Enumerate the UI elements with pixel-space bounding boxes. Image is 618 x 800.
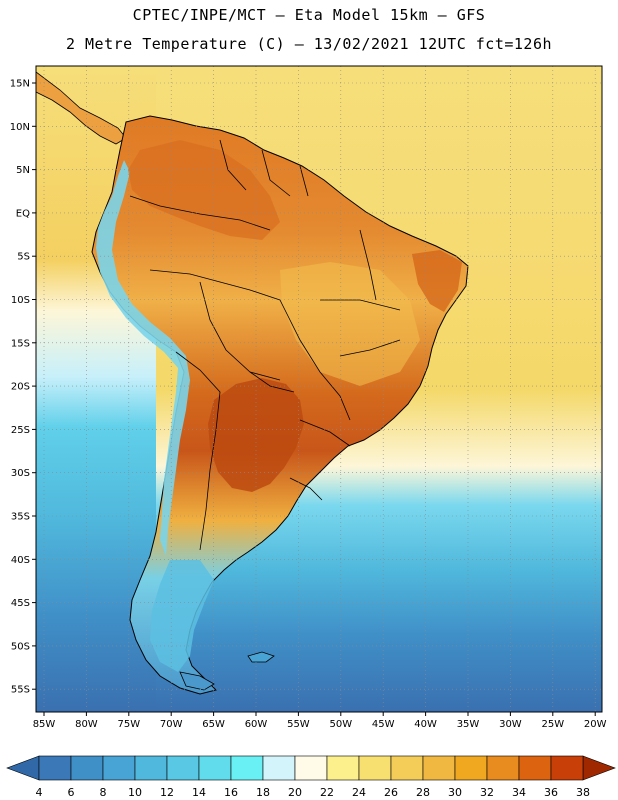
colorbar-swatch — [454, 755, 488, 781]
colorbar-high-arrow — [582, 755, 616, 781]
lon-tick-label: 20W — [584, 719, 607, 730]
colorbar-swatch — [198, 755, 232, 781]
colorbar-swatch — [134, 755, 168, 781]
colorbar-label: 38 — [576, 786, 590, 799]
colorbar: 4 6 8 10 12 14 16 18 20 22 24 26 28 30 32 34 36 38 — [6, 755, 616, 799]
central-america — [36, 71, 127, 145]
cool-zone-patagonia — [150, 560, 214, 672]
lon-tick-label: 65W — [202, 719, 225, 730]
lon-tick-label: 85W — [33, 719, 56, 730]
map-title-line2: 2 Metre Temperature (C) – 13/02/2021 12U… — [65, 35, 553, 53]
lon-tick-label: 55W — [287, 719, 310, 730]
lat-tick-label: 25S — [11, 425, 30, 436]
colorbar-swatch — [518, 755, 552, 781]
latitude-axis: 15N 10N 5N EQ 5S 10S 15S 20S 25S 30S 35S 40S 45S 50S 5… — [10, 79, 36, 696]
lat-tick-label: 30S — [11, 468, 30, 479]
lat-tick-label: 40S — [11, 555, 30, 566]
lat-tick-label: 20S — [11, 382, 30, 393]
colorbar-swatch — [70, 755, 104, 781]
colorbar-swatch — [326, 755, 360, 781]
longitude-axis: 85W 80W 75W 70W 65W 60W 55W 50W 45W 40W 35W 30W 25W 2… — [33, 712, 607, 730]
lat-tick-label: 15N — [10, 79, 30, 90]
map-title-line1: CPTEC/INPE/MCT – Eta Model 15km – GFS — [132, 6, 486, 24]
colorbar-label: 22 — [320, 786, 334, 799]
colorbar-label: 16 — [224, 786, 238, 799]
lon-tick-label: 50W — [329, 719, 352, 730]
colorbar-label: 12 — [160, 786, 174, 799]
colorbar-swatch — [422, 755, 456, 781]
colorbar-label: 14 — [192, 786, 206, 799]
colorbar-swatch — [294, 755, 328, 781]
colorbar-swatch — [102, 755, 136, 781]
colorbar-swatch — [358, 755, 392, 781]
lat-tick-label: 15S — [11, 338, 30, 349]
colorbar-label: 20 — [288, 786, 302, 799]
falkland-islands — [247, 651, 275, 663]
lat-tick-label: 10N — [10, 122, 30, 133]
hot-zone-northeast-brazil — [412, 250, 462, 312]
lon-tick-label: 70W — [160, 719, 183, 730]
warm-zone-east-brazil — [280, 262, 420, 386]
colorbar-label: 34 — [512, 786, 526, 799]
lon-tick-label: 35W — [457, 719, 480, 730]
plot-frame — [35, 65, 603, 713]
colorbar-swatch — [390, 755, 424, 781]
colorbar-label: 8 — [100, 786, 107, 799]
lat-tick-label: 50S — [11, 641, 30, 652]
colorbar-label: 32 — [480, 786, 494, 799]
colorbar-label: 36 — [544, 786, 558, 799]
colorbar-label: 28 — [416, 786, 430, 799]
lon-tick-label: 60W — [245, 719, 268, 730]
lat-tick-label: 55S — [11, 685, 30, 696]
country-borders — [129, 139, 401, 551]
lat-tick-label: 45S — [11, 598, 30, 609]
hot-zone-amazon — [128, 140, 280, 240]
colorbar-label: 10 — [128, 786, 142, 799]
lat-tick-label: 35S — [11, 512, 30, 523]
colorbar-label: 6 — [68, 786, 75, 799]
colorbar-label: 30 — [448, 786, 462, 799]
lon-tick-label: 30W — [499, 719, 522, 730]
lon-tick-label: 80W — [75, 719, 98, 730]
tierra-del-fuego — [179, 671, 215, 691]
colorbar-swatch — [550, 755, 584, 781]
colorbar-swatch — [486, 755, 520, 781]
lon-tick-label: 40W — [414, 719, 437, 730]
lon-tick-label: 25W — [541, 719, 564, 730]
colorbar-swatch — [166, 755, 200, 781]
colorbar-swatch — [262, 755, 296, 781]
colorbar-label: 24 — [352, 786, 366, 799]
colorbar-label: 4 — [36, 786, 43, 799]
lon-tick-label: 45W — [372, 719, 395, 730]
lat-tick-label: 10S — [11, 295, 30, 306]
colorbar-label: 26 — [384, 786, 398, 799]
lon-tick-label: 75W — [117, 719, 140, 730]
lat-tick-label: 5S — [17, 252, 30, 263]
lat-tick-label: EQ — [16, 208, 30, 219]
lat-tick-label: 5N — [16, 165, 30, 176]
colorbar-swatch — [230, 755, 264, 781]
colorbar-swatch — [38, 755, 72, 781]
colorbar-low-arrow — [6, 755, 40, 781]
colorbar-label: 18 — [256, 786, 270, 799]
